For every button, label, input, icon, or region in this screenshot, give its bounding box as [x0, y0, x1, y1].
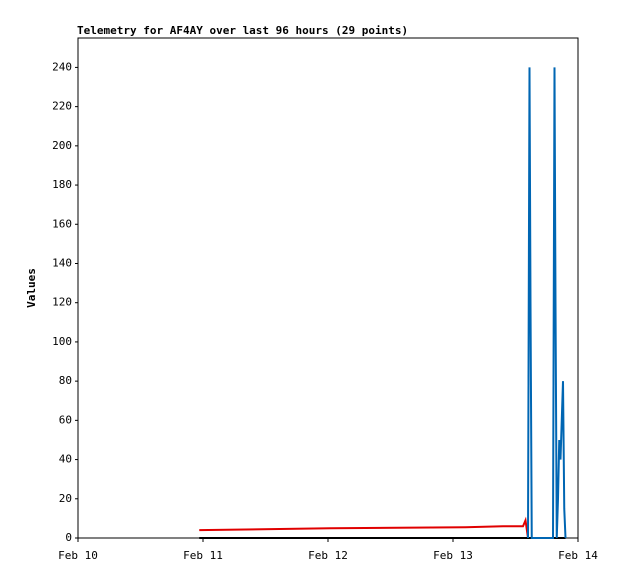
- y-tick-label: 120: [52, 296, 72, 309]
- y-tick-label: 100: [52, 335, 72, 348]
- y-tick-label: 0: [65, 531, 72, 544]
- y-tick-label: 40: [59, 453, 72, 466]
- x-tick-label: Feb 11: [183, 549, 223, 562]
- y-tick-label: 140: [52, 256, 72, 269]
- y-tick-label: 220: [52, 100, 72, 113]
- chart-title: Telemetry for AF4AY over last 96 hours (…: [77, 24, 408, 37]
- x-tick-label: Feb 13: [433, 549, 473, 562]
- x-tick-label: Feb 14: [558, 549, 598, 562]
- x-tick-label: Feb 10: [58, 549, 98, 562]
- y-tick-label: 180: [52, 178, 72, 191]
- y-tick-label: 60: [59, 413, 72, 426]
- y-tick-label: 240: [52, 60, 72, 73]
- series-line: [527, 67, 567, 539]
- series-line: [199, 516, 529, 539]
- x-tick-label: Feb 12: [308, 549, 348, 562]
- y-axis-label: Values: [25, 268, 38, 308]
- y-tick-label: 200: [52, 139, 72, 152]
- y-tick-label: 80: [59, 374, 72, 387]
- plot-frame: [77, 37, 579, 539]
- y-tick-label: 160: [52, 217, 72, 230]
- y-tick-label: 20: [59, 492, 72, 505]
